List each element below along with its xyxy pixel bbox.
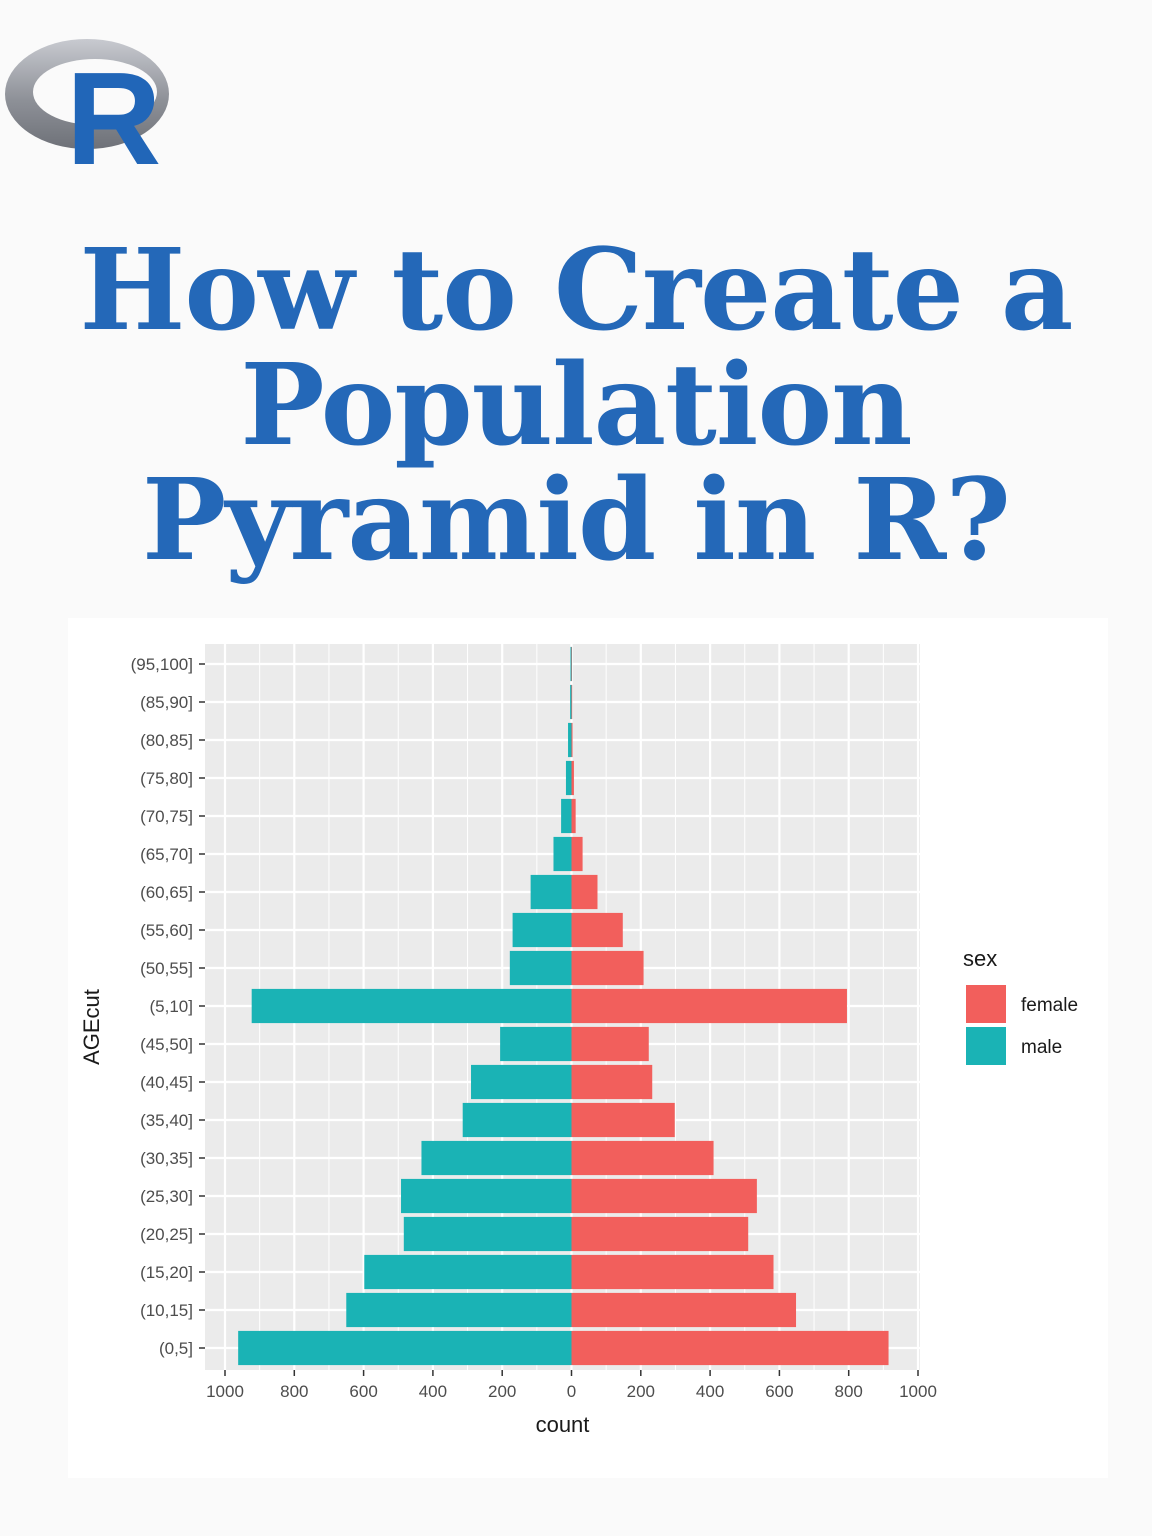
bar-female	[571, 988, 847, 1024]
bar-male	[401, 1178, 572, 1214]
r-logo: R	[5, 39, 169, 180]
y-tick-label: (65,70]	[140, 845, 193, 864]
bar-female	[571, 798, 576, 834]
x-tick-label: 400	[419, 1382, 447, 1401]
bar-male	[530, 874, 572, 910]
y-tick-label: (60,65]	[140, 883, 193, 902]
logo-letter: R	[66, 45, 161, 180]
x-tick-label: 600	[765, 1382, 793, 1401]
y-tick-label: (45,50]	[140, 1035, 193, 1054]
bar-male	[568, 722, 572, 758]
bar-female	[571, 1254, 774, 1290]
x-tick-label: 200	[488, 1382, 516, 1401]
chart-card: (0,5] (10,15] (15,20] (20,25] (25,30] (30,35]…	[68, 618, 1108, 1478]
legend-label: male	[1021, 1037, 1062, 1058]
y-tick-label: (5,10]	[150, 997, 193, 1016]
bar-male	[570, 684, 572, 720]
y-tick-label: (40,45]	[140, 1073, 193, 1092]
bar-female	[571, 1292, 797, 1328]
bar-male	[462, 1102, 572, 1138]
legend-label: female	[1021, 995, 1078, 1016]
y-tick-label: (50,55]	[140, 959, 193, 978]
y-tick-label: (25,30]	[140, 1187, 193, 1206]
bar-female	[571, 760, 574, 796]
y-tick-label: (75,80]	[140, 769, 193, 788]
y-tick-label: (10,15]	[140, 1301, 193, 1320]
bar-male	[346, 1292, 572, 1328]
title-line: Population	[240, 340, 912, 472]
y-tick-label: (0,5]	[159, 1339, 193, 1358]
bar-female	[571, 1330, 889, 1366]
x-tick-label: 1000	[206, 1382, 244, 1401]
bar-female	[571, 1102, 675, 1138]
bar-female	[571, 722, 573, 758]
bar-female	[571, 684, 573, 720]
x-tick-label: 800	[280, 1382, 308, 1401]
bar-male	[553, 836, 572, 872]
x-tick-label: 600	[349, 1382, 377, 1401]
legend: sex female male	[963, 946, 1078, 1065]
y-tick-label: (85,90]	[140, 693, 193, 712]
y-tick-label: (55,60]	[140, 921, 193, 940]
bar-male	[421, 1140, 572, 1176]
bar-male	[251, 988, 572, 1024]
bar-male	[509, 950, 572, 986]
bar-female	[571, 1178, 757, 1214]
bar-female	[571, 912, 623, 948]
y-tick-label: (70,75]	[140, 807, 193, 826]
title-line: Pyramid in R?	[142, 455, 1011, 587]
bar-male	[500, 1026, 572, 1062]
x-axis-title: count	[536, 1412, 590, 1437]
legend-key-male	[966, 1027, 1006, 1065]
y-tick-label: (20,25]	[140, 1225, 193, 1244]
logo-ring	[5, 39, 169, 149]
bar-female	[571, 874, 598, 910]
x-tick-label: 1000	[899, 1382, 937, 1401]
bar-male	[570, 646, 572, 682]
legend-key-female	[966, 985, 1006, 1023]
bar-female	[571, 1216, 749, 1252]
bar-female	[571, 646, 572, 682]
bar-male	[238, 1330, 572, 1366]
x-tick-label: 0	[567, 1382, 576, 1401]
bar-male	[471, 1064, 572, 1100]
y-tick-label: (80,85]	[140, 731, 193, 750]
y-axis-title: AGEcut	[79, 989, 104, 1065]
bar-male	[565, 760, 572, 796]
y-tick-label: (30,35]	[140, 1149, 193, 1168]
x-tick-label: 400	[696, 1382, 724, 1401]
y-tick-label: (35,40]	[140, 1111, 193, 1130]
bar-male	[512, 912, 572, 948]
page-title: How to Create a Population Pyramid in R?	[0, 233, 1152, 578]
bar-female	[571, 1140, 714, 1176]
x-tick-label: 200	[627, 1382, 655, 1401]
x-tick-label: 800	[835, 1382, 863, 1401]
bar-female	[571, 950, 644, 986]
title-line: How to Create a	[79, 225, 1074, 357]
y-tick-label: (95,100]	[131, 655, 193, 674]
legend-title: sex	[963, 946, 997, 971]
bar-male	[364, 1254, 572, 1290]
bar-female	[571, 1064, 653, 1100]
bar-male	[403, 1216, 572, 1252]
population-pyramid-chart: (0,5] (10,15] (15,20] (20,25] (25,30] (30,35]…	[79, 644, 1078, 1437]
bar-female	[571, 836, 583, 872]
bar-female	[571, 1026, 649, 1062]
bar-male	[561, 798, 572, 834]
y-tick-label: (15,20]	[140, 1263, 193, 1282]
